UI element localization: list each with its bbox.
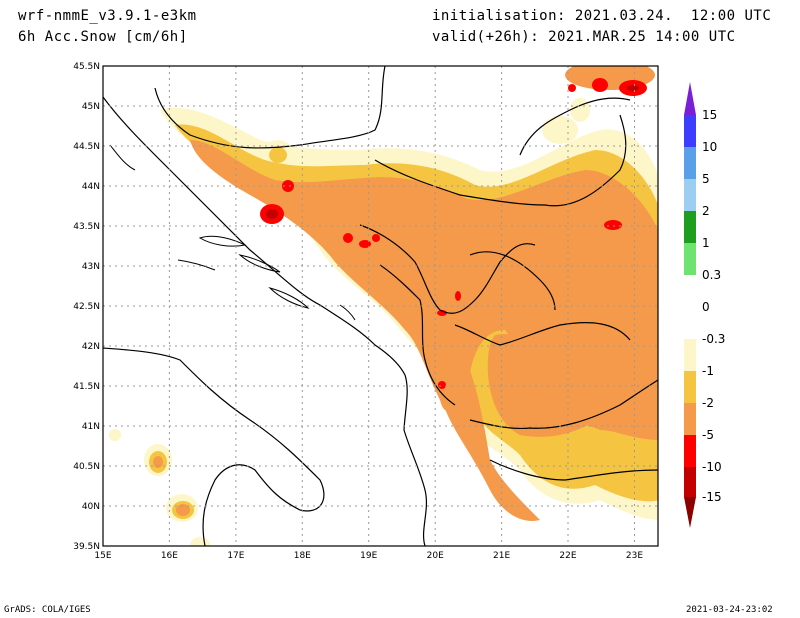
lon-label: 15E <box>94 551 111 561</box>
lon-label: 21E <box>493 551 510 561</box>
colorbar-label: -2 <box>702 396 714 410</box>
colorbar-label: 1 <box>702 236 710 250</box>
colorbar-labels: 15 10 5 2 1 0.3 0 -0.3 -1 -2 -5 -10 -15 <box>702 108 725 504</box>
lat-label: 39.5N <box>73 542 100 552</box>
footer-timestamp: 2021-03-24-23:02 <box>686 605 773 615</box>
colorbar-label: -5 <box>702 428 714 442</box>
lon-label: 23E <box>626 551 643 561</box>
colorbar-top-arrow <box>684 82 696 115</box>
colorbar-label: -15 <box>702 490 722 504</box>
colorbar-segment <box>684 435 696 467</box>
lat-label: 42.5N <box>73 302 100 312</box>
map-frame <box>102 65 659 547</box>
lon-label: 22E <box>559 551 576 561</box>
colorbar-segment <box>684 403 696 435</box>
colorbar-label: 10 <box>702 140 717 154</box>
colorbar-segment <box>684 467 696 497</box>
lat-label: 44N <box>82 182 100 192</box>
lon-label: 16E <box>161 551 178 561</box>
colorbar-segment <box>684 179 696 211</box>
lon-label: 19E <box>360 551 377 561</box>
colorbar-segment <box>684 275 696 307</box>
snow-band-heavy <box>153 66 658 521</box>
colorbar-label: 0.3 <box>702 268 721 282</box>
colorbar-segment <box>684 307 696 339</box>
model-title: wrf-nmmE_v3.9.1-e3km <box>18 8 197 24</box>
lat-label: 40N <box>82 502 100 512</box>
lat-axis: 45.5N 45N 44.5N 44N 43.5N 43N 42.5N 42N … <box>73 62 100 552</box>
lat-label: 43.5N <box>73 222 100 232</box>
colorbar-label: -10 <box>702 460 722 474</box>
colorbar-label: -1 <box>702 364 714 378</box>
field-title: 6h Acc.Snow [cm/6h] <box>18 29 188 45</box>
lat-label: 44.5N <box>73 142 100 152</box>
lon-label: 17E <box>227 551 244 561</box>
colorbar-segment <box>684 211 696 243</box>
colorbar-segment <box>684 339 696 371</box>
snow-band-extreme <box>266 85 639 219</box>
colorbar-label: 0 <box>702 300 710 314</box>
init-time: initialisation: 2021.03.24. 12:00 UTC <box>432 8 772 24</box>
lat-label: 40.5N <box>73 462 100 472</box>
lat-label: 41.5N <box>73 382 100 392</box>
islands <box>109 144 356 321</box>
lat-label: 41N <box>82 422 100 432</box>
lat-label: 45N <box>82 102 100 112</box>
colorbar-segment <box>684 243 696 275</box>
lon-label: 20E <box>427 551 444 561</box>
colorbar-segment <box>684 371 696 403</box>
colorbar-label: -0.3 <box>702 332 725 346</box>
colorbar-label: 2 <box>702 204 710 218</box>
colorbar-label: 5 <box>702 172 710 186</box>
colorbar: 15 10 5 2 1 0.3 0 -0.3 -1 -2 -5 -10 -15 <box>684 82 725 528</box>
lon-label: 18E <box>294 551 311 561</box>
colorbar-bottom-arrow <box>684 497 696 528</box>
colorbar-segment <box>684 115 696 147</box>
lon-axis: 15E 16E 17E 18E 19E 20E 21E 22E 23E <box>94 551 643 561</box>
lat-label: 42N <box>82 342 100 352</box>
snow-field <box>103 66 658 546</box>
valid-time: valid(+26h): 2021.MAR.25 14:00 UTC <box>432 29 736 45</box>
lat-label: 45.5N <box>73 62 100 72</box>
gridlines <box>103 66 658 546</box>
footer-credit: GrADS: COLA/IGES <box>4 605 91 615</box>
colorbar-label: 15 <box>702 108 717 122</box>
colorbar-segment <box>684 147 696 179</box>
lat-label: 43N <box>82 262 100 272</box>
